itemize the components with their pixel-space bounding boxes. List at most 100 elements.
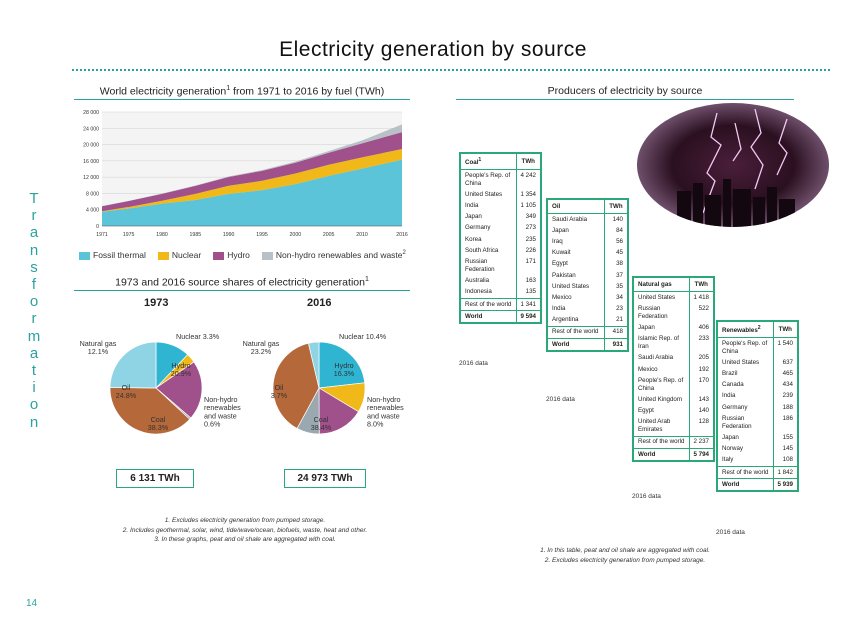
y-tick-label: 0 xyxy=(96,224,99,230)
value-cell: 637 xyxy=(772,357,798,369)
side-label-letter: t xyxy=(31,362,37,379)
x-tick-label: 2010 xyxy=(356,232,368,238)
table-row: India 23 xyxy=(547,303,628,315)
coal-table-header: Coal1 xyxy=(460,153,517,171)
value-cell: 1 354 xyxy=(515,189,541,201)
world-label: World xyxy=(717,478,774,492)
renewables-header-label: Renewables xyxy=(722,327,758,335)
left-note-2: 2. Includes geothermal, solar, wind, tid… xyxy=(122,526,368,534)
shares-heading-main: 1973 and 2016 source shares of electrici… xyxy=(115,276,365,289)
table-row: India 1 105 xyxy=(460,200,541,212)
pie-label-nonhydro: Non-hydro xyxy=(367,395,401,404)
side-label-letter: r xyxy=(31,310,37,328)
value-cell: 465 xyxy=(772,368,798,380)
pie-label-gas: Natural gas xyxy=(80,339,117,348)
rest-label: Rest of the world xyxy=(633,435,690,449)
value-cell: 239 xyxy=(772,390,798,402)
value-cell: 522 xyxy=(688,303,714,323)
rest-value: 1 341 xyxy=(515,297,541,311)
area-chart: 0 4 000 8 000 12 000 16 000 20 000 24 000 28 00… xyxy=(83,110,408,238)
rest-value: 418 xyxy=(603,325,628,339)
world-value: 5 794 xyxy=(688,448,714,462)
table-row: Japan 406 xyxy=(633,322,714,334)
country-cell: Germany xyxy=(465,224,491,232)
table-row: Australia 163 xyxy=(460,275,541,287)
country-cell: Indonesia xyxy=(465,288,492,296)
value-cell: 4 242 xyxy=(515,169,541,190)
table-row: Japan 349 xyxy=(460,211,541,223)
country-cell: Canada xyxy=(722,381,744,389)
area-chart-heading-sup: 1 xyxy=(226,85,231,92)
value-cell: 235 xyxy=(515,234,541,246)
pie-label-coal: Coal xyxy=(314,415,329,424)
oil-table-header: Oil xyxy=(547,199,605,214)
pie-label-nonhydro: and waste xyxy=(367,411,400,420)
legend-label-nonhydro: Non-hydro renewables and waste xyxy=(275,250,403,260)
renewables-table: Renewables2 TWh People's Rep. of China 1 … xyxy=(716,320,799,493)
x-tick-label: 1975 xyxy=(123,232,135,238)
table-row: Egypt 38 xyxy=(547,258,628,270)
title-divider xyxy=(72,69,830,71)
country-cell: Russian Federation xyxy=(638,304,668,320)
pie-label-hydro: 16.3% xyxy=(334,369,355,378)
country-cell: United States xyxy=(722,358,760,366)
table-row: People's Rep. of China 1 540 xyxy=(717,337,798,358)
side-label-letter: T xyxy=(29,190,39,207)
country-cell: India xyxy=(465,202,479,210)
country-cell: Kuwait xyxy=(552,249,571,257)
value-cell: 205 xyxy=(688,352,714,364)
table-row: Russian Federation 522 xyxy=(633,303,714,323)
side-label-letter: a xyxy=(29,344,39,362)
x-tick-label: 1990 xyxy=(223,232,235,238)
country-cell: Iraq xyxy=(552,237,563,245)
gas-table-header: Natural gas xyxy=(633,277,690,292)
country-cell: People's Rep. of China xyxy=(722,339,768,355)
side-label-letter: a xyxy=(29,224,39,242)
pie-label-nonhydro: renewables xyxy=(367,403,404,412)
rest-label: Rest of the world xyxy=(717,465,774,479)
country-cell: Egypt xyxy=(638,407,654,415)
x-tick-label: 2005 xyxy=(323,232,335,238)
rest-label: Rest of the world xyxy=(460,297,517,311)
table-row: Germany 273 xyxy=(460,222,541,234)
year-2016-label: 2016 xyxy=(307,297,332,309)
value-cell: 434 xyxy=(772,379,798,391)
table-row: Russian Federation 186 xyxy=(717,413,798,433)
right-note-1: 1. In this table, peat and oil shale are… xyxy=(540,547,710,554)
table-row: South Africa 226 xyxy=(460,245,541,257)
country-cell: Japan xyxy=(638,323,655,331)
x-tick-label: 1995 xyxy=(256,232,268,238)
world-value: 931 xyxy=(603,338,628,352)
table-row: Kuwait 45 xyxy=(547,247,628,259)
country-cell: People's Rep. of China xyxy=(638,376,684,392)
pie-label-nonhydro: Non-hydro xyxy=(204,395,238,404)
value-cell: 38 xyxy=(603,258,628,270)
page-number: 14 xyxy=(26,598,38,609)
table-row: Japan 155 xyxy=(717,432,798,444)
pie-label-nonhydro: and waste xyxy=(204,411,237,420)
table-row: Egypt 140 xyxy=(633,405,714,417)
table-row: United Kingdom 143 xyxy=(633,394,714,406)
rest-value: 1 842 xyxy=(772,465,798,479)
country-cell: Korea xyxy=(465,235,482,243)
value-cell: 1 418 xyxy=(688,291,714,304)
value-cell: 155 xyxy=(772,432,798,444)
world-value: 9 594 xyxy=(515,310,541,324)
rest-of-world-row: Rest of the world 1 842 xyxy=(717,465,798,479)
pie-label-nuclear: Nuclear 10.4% xyxy=(339,332,387,341)
value-cell: 45 xyxy=(603,247,628,259)
renewables-header-sup: 2 xyxy=(757,325,761,331)
value-cell: 135 xyxy=(515,286,541,299)
world-label: World xyxy=(460,310,517,324)
gas-table: Natural gas TWh United States 1 418 Russia… xyxy=(632,276,715,463)
table-row: Italy 108 xyxy=(717,454,798,467)
pie-label-oil: Oil xyxy=(275,383,284,392)
y-tick-label: 16 000 xyxy=(83,159,99,165)
producers-rule xyxy=(456,99,794,100)
pie-label-nonhydro: renewables xyxy=(204,403,241,412)
world-label: World xyxy=(633,448,690,462)
y-tick-label: 12 000 xyxy=(83,175,99,181)
area-series-fossil-thermal xyxy=(102,159,402,226)
country-cell: United States xyxy=(465,190,503,198)
